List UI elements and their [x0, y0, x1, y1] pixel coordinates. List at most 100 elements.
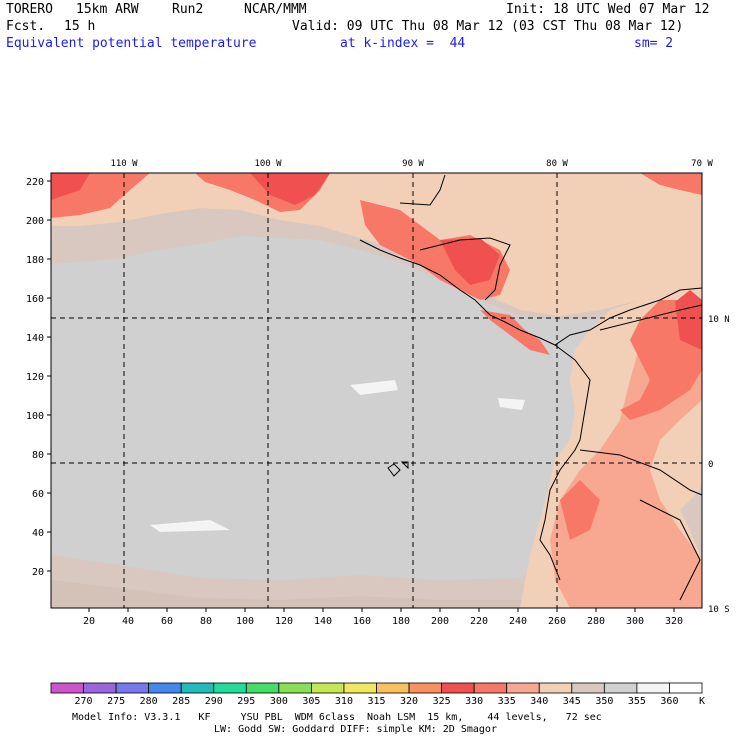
x-tick-label: 200: [431, 616, 449, 627]
legend-value: 315: [367, 696, 386, 707]
field-340-north: [51, 173, 702, 316]
color-legend-bar: [50, 682, 703, 694]
x-tick-marks: [88, 608, 675, 612]
legend-swatch: [636, 682, 670, 694]
pacific-coastline: [359, 239, 703, 346]
model-name: TORERO: [6, 2, 53, 17]
lon-label: 90 W: [402, 159, 424, 169]
y-tick-label: 60: [32, 489, 44, 500]
legend-value: 275: [107, 696, 126, 707]
x-tick-label: 300: [626, 616, 644, 627]
lon-label: 70 W: [691, 159, 713, 169]
legend-swatch: [343, 682, 377, 694]
field-355-patch: [498, 398, 525, 410]
legend-swatch: [538, 682, 573, 694]
y-tick-label: 80: [32, 450, 44, 461]
forecast-hour: 15 h: [64, 19, 96, 34]
x-tick-label: 240: [509, 616, 527, 627]
x-tick-label: 320: [665, 616, 683, 627]
field-345-south: [51, 520, 580, 608]
lat-label: 10 N: [708, 315, 730, 325]
legend-swatch: [603, 682, 638, 694]
lat-label: 0: [708, 460, 713, 470]
legend-swatch: [441, 682, 475, 694]
x-tick-label: 140: [314, 616, 332, 627]
legend-swatch: [83, 682, 117, 694]
x-tick-labels: 20 40 60 80 100 120 140 160 180 200 220 …: [83, 616, 683, 627]
y-tick-marks: [47, 180, 51, 572]
coastlines: [359, 174, 703, 601]
legend-swatch: [408, 682, 442, 694]
legend-swatch: [310, 682, 345, 694]
legend-swatch: [506, 682, 540, 694]
legend-value: 355: [627, 696, 646, 707]
field-325-mexico: [250, 173, 330, 205]
legend-value: 285: [172, 696, 191, 707]
legend-swatch: [245, 682, 280, 694]
color-legend-labels: 270 275 280 285 290 295 300 305 310 315 320 325 330 3…: [0, 696, 740, 708]
legend-swatch: [115, 682, 150, 694]
lon-label: 80 W: [546, 159, 568, 169]
legend-value: 325: [432, 696, 451, 707]
forecast-label: Fcst.: [6, 19, 46, 34]
x-tick-label: 60: [161, 616, 173, 627]
x-tick-label: 40: [122, 616, 134, 627]
y-tick-label: 20: [32, 567, 44, 578]
x-tick-label: 100: [236, 616, 254, 627]
legend-swatch: [376, 682, 410, 694]
legend-swatch: [213, 682, 247, 694]
field-355-patch: [150, 520, 230, 532]
legend-value: 270: [74, 696, 93, 707]
model-resolution: 15km ARW: [76, 2, 139, 17]
x-tick-label: 180: [392, 616, 410, 627]
field-330-caribbean: [640, 173, 702, 195]
field-325-northwest: [51, 173, 90, 200]
graticule: [51, 173, 702, 608]
legend-swatch: [571, 682, 605, 694]
legend-value: 345: [562, 696, 581, 707]
border-peru: [579, 449, 703, 496]
x-tick-label: 120: [275, 616, 293, 627]
x-tick-label: 80: [200, 616, 212, 627]
y-tick-label: 120: [26, 372, 44, 383]
galapagos: [387, 461, 409, 477]
legend-unit: K: [698, 696, 706, 707]
south-america-coast: [539, 344, 591, 581]
field-345-south-edge: [51, 580, 540, 608]
x-tick-label: 280: [587, 616, 605, 627]
y-tick-label: 100: [26, 411, 44, 422]
smoothing-info: sm= 2: [634, 36, 674, 51]
model-run: Run2: [172, 2, 204, 17]
valid-time: Valid: 09 UTC Thu 08 Mar 12 (03 CST Thu …: [292, 19, 684, 34]
yucatan-coast: [399, 174, 446, 206]
x-tick-label: 260: [548, 616, 566, 627]
lat-label: 10 S: [708, 605, 730, 615]
legend-value: 340: [530, 696, 549, 707]
map-frame: [50, 172, 703, 609]
legend-swatch: [148, 682, 182, 694]
legend-value: 300: [269, 696, 288, 707]
legend-value: 360: [660, 696, 679, 707]
x-tick-label: 220: [470, 616, 488, 627]
legend-value: 350: [595, 696, 614, 707]
field-name: Equivalent potential temperature: [6, 36, 257, 51]
lon-label: 110 W: [110, 159, 138, 169]
physics-info: LW: Godd SW: Goddard DIFF: simple KM: 2D…: [214, 724, 497, 735]
legend-swatch: [180, 682, 215, 694]
legend-value: 320: [400, 696, 419, 707]
y-tick-labels: 220 200 180 160 140 120 100 80 60 40 20: [26, 177, 44, 578]
legend-value: 280: [139, 696, 158, 707]
legend-swatch: [50, 682, 84, 694]
legend-value: 295: [237, 696, 256, 707]
legend-value: 290: [204, 696, 223, 707]
y-tick-label: 180: [26, 255, 44, 266]
theta-e-map: 110 W 100 W 90 W 80 W 70 W 10 N 0 10 S 2…: [26, 159, 730, 627]
lon-label: 100 W: [254, 159, 282, 169]
x-tick-label: 160: [353, 616, 371, 627]
border-brazil: [639, 499, 701, 601]
y-tick-label: 200: [26, 216, 44, 227]
level-info: at k-index = 44: [340, 36, 466, 51]
legend-value: 335: [497, 696, 516, 707]
legend-value: 310: [334, 696, 353, 707]
field-330-costa-rica: [480, 310, 550, 355]
